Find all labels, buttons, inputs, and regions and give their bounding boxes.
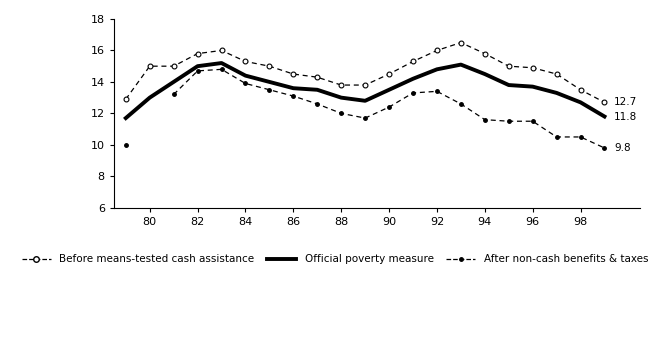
Text: 12.7: 12.7 [614, 97, 637, 107]
Text: 9.8: 9.8 [614, 143, 631, 153]
Legend: Before means-tested cash assistance, Official poverty measure, After non-cash be: Before means-tested cash assistance, Off… [17, 250, 652, 268]
Text: 11.8: 11.8 [614, 111, 637, 121]
